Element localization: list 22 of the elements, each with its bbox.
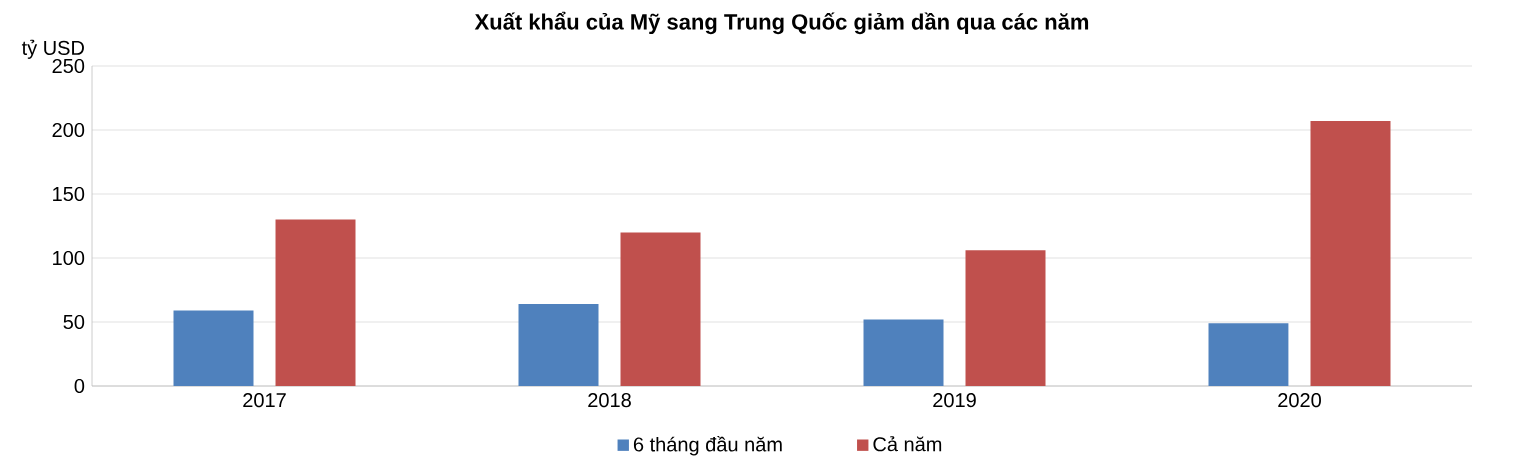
x-tick-label: 2020 [1278, 393, 1321, 408]
bar [518, 304, 599, 386]
x-tick-label: 2019 [933, 393, 976, 408]
bar [1310, 121, 1391, 386]
bar [275, 219, 356, 386]
y-tick-label: 150 [53, 186, 85, 202]
x-tick-label: 2018 [588, 393, 631, 408]
bar [1208, 323, 1289, 386]
y-tick-label: 50 [63, 314, 85, 330]
bar [863, 319, 944, 386]
y-tick-label: 250 [52, 58, 85, 74]
y-tick-label: 200 [52, 122, 85, 138]
x-tick-label: 2017 [243, 393, 286, 408]
y-tick-label: 0 [74, 378, 85, 394]
legend-label: 6 tháng đầu năm [633, 436, 782, 456]
legend-label: Cả năm [873, 436, 942, 452]
bar [173, 310, 254, 386]
bar [620, 232, 701, 386]
y-axis-title: tỷ USD [21, 39, 84, 59]
bar [965, 250, 1046, 386]
chart-title: Xuất khẩu của Mỹ sang Trung Quốc giảm dần qua các năm [474, 11, 1089, 35]
y-tick-label: 100 [53, 250, 85, 266]
